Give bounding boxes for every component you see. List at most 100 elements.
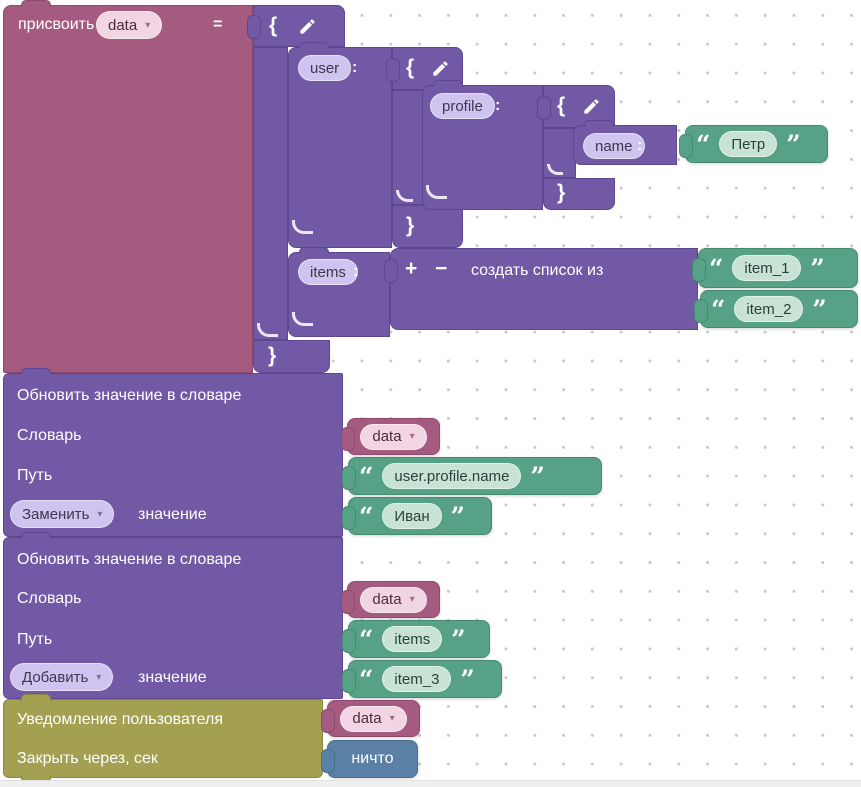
connector-tab: [321, 709, 335, 733]
string-value-field[interactable]: Петр: [719, 131, 778, 157]
connector-tab: [692, 258, 706, 282]
horizontal-scrollbar[interactable]: [0, 780, 861, 787]
highlight-curl: [257, 323, 278, 337]
variable-dropdown[interactable]: data ▾: [360, 586, 427, 613]
highlight-curl: [547, 164, 563, 175]
string-block-petr[interactable]: “ Петр ”: [679, 125, 828, 163]
dropdown-arrow-icon: ▾: [97, 508, 103, 520]
nothing-label: ничто: [351, 750, 394, 767]
dict-block-spine[interactable]: [543, 128, 576, 178]
key-pill-profile[interactable]: profile: [430, 93, 495, 119]
key-pill-name[interactable]: name: [583, 133, 645, 159]
close-brace: }: [557, 181, 566, 204]
variable-name: data: [372, 591, 402, 608]
notch-bump: [299, 42, 329, 49]
string-block-item-1[interactable]: “ item_1 ”: [692, 248, 858, 288]
edit-pencil-icon[interactable]: [582, 97, 601, 116]
pair-colon: :: [353, 263, 359, 280]
notch-bump: [21, 368, 51, 375]
connector-tab: [537, 96, 551, 120]
string-block-item-3[interactable]: “ item_3 ”: [342, 660, 502, 698]
string-value-field[interactable]: Иван: [382, 503, 442, 529]
assign-variable-block[interactable]: присвоить data ▾ =: [3, 0, 253, 373]
connector-tab: [342, 466, 356, 490]
notch-bump: [433, 80, 463, 87]
dict-block-spine[interactable]: [253, 47, 288, 340]
close-quote-icon: ”: [450, 501, 465, 531]
dict-block-footer[interactable]: }: [253, 340, 330, 373]
string-block-item-2[interactable]: “ item_2 ”: [694, 290, 858, 328]
dropdown-arrow-icon: ▾: [409, 594, 415, 605]
add-item-button[interactable]: +: [405, 257, 418, 280]
field-label-path: Путь: [17, 631, 53, 648]
dict-pair-block-items[interactable]: items :: [288, 247, 390, 337]
variable-dropdown[interactable]: data ▾: [340, 705, 407, 732]
notification-block[interactable]: Уведомление пользователя Закрыть через, …: [3, 694, 323, 783]
edit-pencil-icon[interactable]: [431, 59, 450, 78]
string-text: item_1: [744, 259, 790, 277]
remove-item-button[interactable]: −: [435, 257, 448, 280]
key-text: items: [310, 263, 346, 281]
variable-dropdown[interactable]: data ▾: [96, 11, 163, 39]
string-text: item_2: [746, 300, 792, 318]
edit-pencil-icon[interactable]: [298, 17, 317, 36]
string-value-field[interactable]: item_1: [732, 255, 802, 281]
dict-pair-block-name[interactable]: name :: [573, 120, 677, 165]
connector-tab: [341, 590, 355, 614]
dict-pair-block-user[interactable]: user :: [288, 42, 392, 248]
field-label-value: значение: [138, 669, 207, 686]
connector-tab: [321, 749, 335, 773]
connector-tab: [384, 259, 398, 283]
string-value-field[interactable]: item_3: [382, 666, 452, 692]
string-value-field[interactable]: user.profile.name: [382, 463, 522, 489]
string-block-ivan[interactable]: “ Иван ”: [342, 497, 492, 535]
variable-block-data[interactable]: data ▾: [341, 418, 440, 455]
close-quote-icon: ”: [810, 253, 825, 283]
open-brace: {: [406, 56, 415, 79]
notch-bump: [21, 0, 51, 7]
mode-dropdown[interactable]: Заменить ▾: [10, 500, 115, 528]
update-dict-block-1[interactable]: Обновить значение в словаре Словарь Путь…: [3, 368, 343, 537]
open-quote-icon: “: [359, 501, 374, 531]
create-list-block[interactable]: + − создать список из: [384, 248, 698, 330]
close-quote-icon: ”: [530, 461, 545, 491]
pair-colon: :: [637, 137, 643, 154]
variable-dropdown[interactable]: data ▾: [360, 423, 427, 450]
close-quote-icon: ”: [460, 664, 475, 694]
dict-block-header[interactable]: {: [247, 5, 345, 47]
string-text: item_3: [394, 670, 440, 688]
string-value-field[interactable]: item_2: [734, 296, 804, 322]
dict-block-footer[interactable]: }: [543, 178, 615, 210]
variable-block-data[interactable]: data ▾: [321, 700, 420, 737]
dropdown-arrow-icon: ▾: [145, 19, 151, 31]
dict-block-footer[interactable]: }: [392, 205, 463, 248]
key-pill-user[interactable]: user: [298, 55, 352, 81]
notch-bump: [584, 120, 614, 127]
mode-dropdown[interactable]: Добавить ▾: [10, 663, 114, 691]
nothing-block[interactable]: ничто: [321, 740, 418, 778]
close-quote-icon: ”: [451, 624, 466, 654]
field-label-close-after: Закрыть через, сек: [17, 750, 158, 767]
string-block-path[interactable]: “ user.profile.name ”: [342, 457, 602, 495]
notch-bump: [21, 694, 51, 701]
update-dict-block-2[interactable]: Обновить значение в словаре Словарь Путь…: [3, 532, 343, 699]
key-pill-items[interactable]: items: [298, 259, 358, 285]
field-label-dictionary: Словарь: [17, 590, 82, 607]
open-quote-icon: “: [359, 624, 374, 654]
dict-block-header[interactable]: {: [386, 47, 463, 90]
block-title: Обновить значение в словаре: [17, 387, 242, 404]
connector-tab: [342, 629, 356, 653]
string-block-items-path[interactable]: “ items ”: [342, 620, 490, 658]
assign-label: присвоить: [18, 16, 95, 33]
variable-block-data[interactable]: data ▾: [341, 581, 440, 618]
string-text: user.profile.name: [394, 467, 510, 485]
dict-pair-block-profile[interactable]: profile :: [422, 80, 543, 210]
field-label-path: Путь: [17, 467, 53, 484]
dict-block-spine[interactable]: [392, 90, 425, 205]
string-text: items: [394, 630, 431, 648]
notch-bump: [21, 532, 51, 539]
open-quote-icon: “: [359, 664, 374, 694]
variable-name: data: [108, 16, 138, 34]
string-value-field[interactable]: items: [382, 626, 443, 652]
